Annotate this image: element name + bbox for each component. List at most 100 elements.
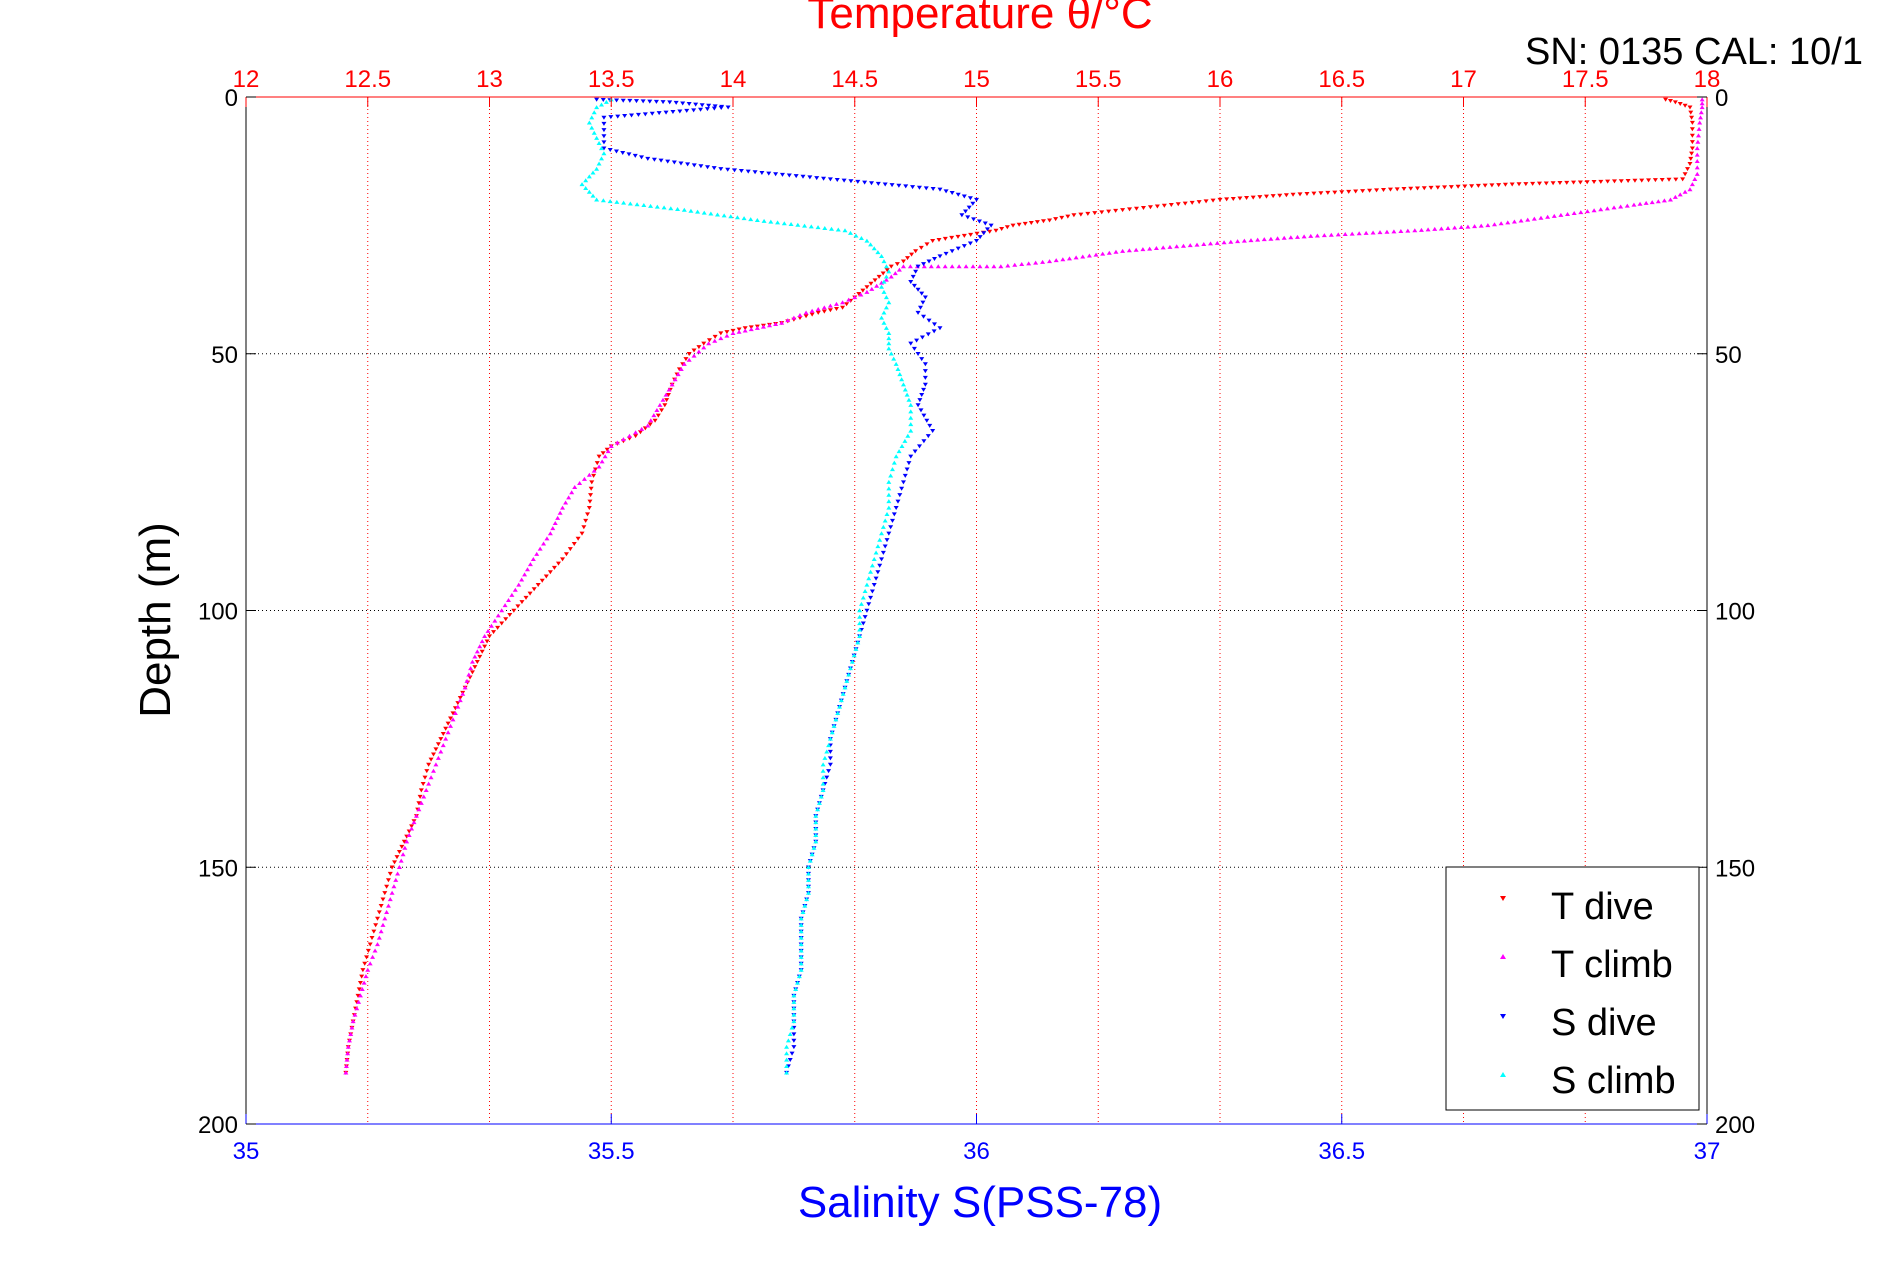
data-point-t-dive bbox=[1672, 100, 1678, 105]
data-point-t-climb bbox=[686, 357, 692, 362]
tick-label-temperature: 13.5 bbox=[588, 66, 635, 93]
data-point-t-climb bbox=[376, 935, 382, 940]
data-point-t-climb bbox=[1696, 126, 1702, 131]
data-point-s-climb bbox=[800, 909, 806, 914]
data-point-s-dive bbox=[963, 209, 969, 214]
data-point-s-climb bbox=[902, 438, 908, 443]
data-point-s-climb bbox=[805, 877, 811, 882]
data-point-t-dive bbox=[1210, 198, 1216, 203]
data-point-t-dive bbox=[443, 726, 449, 731]
data-point-s-climb bbox=[808, 224, 814, 229]
data-point-s-dive bbox=[824, 775, 830, 780]
data-point-t-climb bbox=[1005, 263, 1011, 268]
data-point-s-dive bbox=[924, 418, 930, 423]
data-point-t-climb bbox=[1153, 245, 1159, 250]
data-point-t-dive bbox=[371, 929, 377, 934]
data-point-t-climb bbox=[1565, 211, 1571, 216]
data-point-s-climb bbox=[791, 1012, 797, 1017]
data-point-s-dive bbox=[899, 486, 905, 491]
data-point-t-dive bbox=[1591, 180, 1597, 185]
data-point-s-climb bbox=[807, 858, 813, 863]
data-point-s-climb bbox=[791, 1019, 797, 1024]
data-point-s-climb bbox=[600, 198, 606, 203]
data-point-t-dive bbox=[1010, 223, 1016, 228]
data-point-s-dive bbox=[698, 164, 704, 169]
data-point-t-climb bbox=[892, 271, 898, 276]
data-point-s-climb bbox=[908, 422, 914, 427]
data-point-s-dive bbox=[931, 256, 937, 261]
data-point-s-dive bbox=[915, 351, 921, 356]
data-point-t-climb bbox=[479, 639, 485, 644]
data-point-s-dive bbox=[759, 170, 765, 175]
tick-label-temperature: 12.5 bbox=[344, 66, 391, 93]
tick-label-depth-right: 0 bbox=[1715, 85, 1728, 112]
data-point-t-climb bbox=[1637, 201, 1643, 206]
data-point-s-dive bbox=[791, 1038, 797, 1043]
data-point-t-climb bbox=[1113, 249, 1119, 254]
data-point-t-climb bbox=[1571, 211, 1577, 216]
data-point-t-climb bbox=[998, 264, 1004, 269]
data-point-s-dive bbox=[917, 444, 923, 449]
data-point-t-climb bbox=[350, 1019, 356, 1024]
data-point-s-dive bbox=[875, 181, 881, 186]
data-point-t-climb bbox=[852, 295, 858, 300]
data-point-t-dive bbox=[1448, 185, 1454, 190]
data-point-t-climb bbox=[524, 567, 530, 572]
data-point-s-dive bbox=[926, 259, 932, 264]
data-point-t-dive bbox=[633, 434, 639, 439]
data-point-t-dive bbox=[523, 595, 529, 600]
data-point-t-climb bbox=[803, 310, 809, 315]
data-point-t-dive bbox=[417, 794, 423, 799]
data-point-s-dive bbox=[608, 115, 614, 120]
data-point-s-climb bbox=[634, 202, 640, 207]
data-point-t-climb bbox=[1405, 228, 1411, 233]
data-point-s-dive bbox=[931, 322, 937, 327]
data-point-s-climb bbox=[818, 794, 824, 799]
data-point-t-dive bbox=[571, 541, 577, 546]
data-point-t-dive bbox=[942, 236, 948, 241]
data-point-s-dive bbox=[922, 295, 928, 300]
data-point-s-climb bbox=[721, 213, 727, 218]
data-point-t-climb bbox=[572, 485, 578, 490]
data-point-s-climb bbox=[873, 550, 879, 555]
data-point-t-dive bbox=[662, 403, 668, 408]
data-point-s-dive bbox=[680, 101, 686, 106]
data-point-s-dive bbox=[922, 369, 928, 374]
data-point-t-dive bbox=[1428, 185, 1434, 190]
legend-label-t-climb: T climb bbox=[1551, 944, 1673, 986]
data-point-s-climb bbox=[857, 614, 863, 619]
data-point-t-dive bbox=[477, 654, 483, 659]
data-point-t-dive bbox=[1154, 204, 1160, 209]
data-point-s-climb bbox=[846, 672, 852, 677]
tick-label-depth-right: 150 bbox=[1715, 855, 1755, 882]
data-point-t-dive bbox=[1270, 194, 1276, 199]
data-point-t-climb bbox=[1505, 220, 1511, 225]
data-point-s-dive bbox=[974, 238, 979, 243]
data-point-t-climb bbox=[888, 274, 894, 279]
data-point-t-climb bbox=[879, 280, 885, 285]
data-point-t-dive bbox=[367, 942, 373, 947]
data-point-s-climb bbox=[877, 537, 883, 542]
data-point-s-dive bbox=[914, 338, 920, 343]
data-point-t-climb bbox=[1294, 234, 1300, 239]
data-point-s-climb bbox=[883, 274, 889, 279]
data-point-t-climb bbox=[1275, 236, 1281, 241]
data-point-t-dive bbox=[949, 235, 955, 240]
data-point-t-climb bbox=[384, 909, 390, 914]
data-point-t-climb bbox=[1604, 206, 1610, 211]
data-point-t-climb bbox=[361, 980, 367, 985]
tick-label-salinity: 36 bbox=[963, 1138, 990, 1165]
data-point-s-dive bbox=[862, 180, 868, 185]
data-point-t-dive bbox=[1059, 215, 1065, 220]
data-point-t-dive bbox=[399, 844, 405, 849]
data-point-t-dive bbox=[479, 649, 485, 654]
data-point-t-dive bbox=[1053, 217, 1059, 222]
data-point-t-climb bbox=[773, 322, 779, 327]
data-point-s-climb bbox=[599, 146, 605, 151]
data-point-s-dive bbox=[949, 191, 955, 196]
data-point-s-dive bbox=[827, 177, 833, 182]
data-point-s-dive bbox=[645, 156, 651, 161]
data-point-t-climb bbox=[1518, 218, 1524, 223]
data-point-s-climb bbox=[599, 102, 605, 107]
data-point-s-dive bbox=[917, 305, 923, 310]
